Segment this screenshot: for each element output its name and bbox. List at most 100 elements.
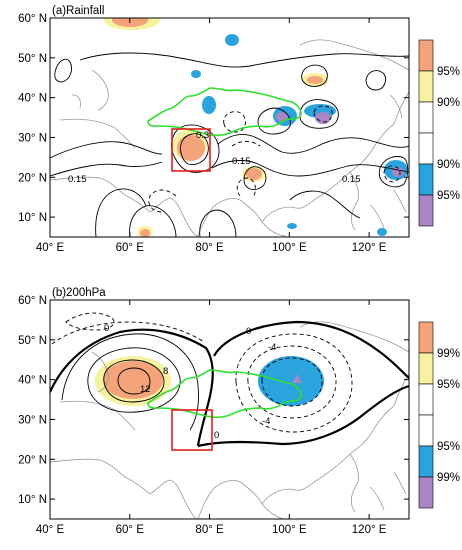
colorbar-a-bin [418,101,434,134]
colorbar-a-bin [418,70,434,103]
contour-line [50,161,163,177]
contour-label: 0 [104,323,109,334]
coastline [59,400,136,431]
panel-b-colorbar: 99% 95% 95% 99% [418,321,460,509]
panel-a-contours [50,52,409,237]
contour-line [180,133,209,165]
contour-line [217,133,409,154]
shade-sig-negative [202,96,216,114]
coastline [299,321,409,353]
contour-label: 0.15 [232,156,251,167]
dashed-contour-line [148,189,177,213]
y-tick-label: 60° N [18,13,47,25]
shade-sig-negative [191,70,201,78]
dashed-contour-line [235,333,353,433]
coastline [393,91,409,125]
colorbar-a-label: 95% [437,66,460,78]
contour-line [54,58,73,83]
coastline [71,94,81,109]
colorbar-a-bin [418,163,434,196]
panel-b-contours [61,333,199,431]
coastline [197,198,287,237]
panel-b-coastlines [50,321,409,519]
panel-a-title: (a)Rainfall [52,5,104,17]
panel-a-axes: 40° E 60° E 80° E 100° E 120° E 60° N 50° N 40°… [18,13,409,254]
contour-line [199,209,237,237]
coastline [59,118,136,149]
colorbar-b-bin [418,445,434,478]
y-tick-label: 20° N [18,172,47,184]
zero-contour-line [197,384,409,448]
colorbar-a-bin [418,194,434,227]
shade-sig-positive [246,168,262,180]
colorbar-b-bin [418,383,434,416]
coastline [91,69,109,111]
y-tick-label: 60° N [18,295,47,307]
panel-a-dashed-contours [148,105,401,213]
x-tick-label: 40° E [36,242,65,254]
panel-a-map-area [50,18,409,237]
dashed-contour-line [313,105,333,123]
shade-sig-positive [140,229,150,237]
contour-label: 0 [246,326,251,337]
shade-sig-strong-negative [315,112,331,124]
panel-b-title: (b)200hPa [52,287,106,299]
dashed-contour-line [247,345,337,419]
y-tick-label: 10° N [18,494,47,506]
colorbar-b-bin [418,352,434,385]
coastline [393,189,407,213]
dashed-contour-line [65,312,115,331]
contour-line [257,107,291,135]
panel-a-colorbar: 95% 90% 90% 95% [418,39,460,227]
contour-line [289,190,361,219]
coastline [197,480,287,519]
panel-a-frame [49,17,410,238]
contour-line [79,52,409,68]
x-tick-label: 80° E [195,524,224,536]
colorbar-a-label: 95% [437,190,460,202]
coastline [393,471,407,495]
shade-sig-negative [287,223,297,229]
panel-b-200hpa: 0 0 -4 12 8 0 -4 (b)200hPa 40° E 60° E 80°… [18,287,460,536]
panel-b-zero-contour [50,320,409,448]
contour-line [129,205,177,237]
tibetan-plateau-outline [147,369,302,419]
colorbar-a-bin [418,132,434,165]
shade-sig-strong-negative [292,374,302,383]
x-tick-label: 120° E [352,242,387,254]
contour-label: 12 [140,384,151,395]
dashed-contour-line [231,141,261,147]
shade-sig-positive [103,361,163,399]
colorbar-b-bin [418,321,434,354]
y-tick-label: 30° N [18,132,47,144]
y-tick-label: 20° N [18,454,47,466]
colorbar-b-label: 95% [437,441,460,453]
region-box-a [171,128,211,172]
dashed-contour-line [223,111,246,133]
contour-label: 0.15 [342,174,361,185]
colorbar-b-label: 95% [437,379,460,391]
coastline [299,39,409,71]
y-tick-label: 30° N [18,414,47,426]
panel-a-coastlines [50,39,409,237]
dashed-contour-line [383,165,401,183]
contour-label: 0.15 [68,174,87,185]
contour-line [301,64,328,87]
region-box-b [171,409,213,451]
colorbar-b-bin [418,476,434,509]
contour-label: -4 [262,416,270,427]
colorbar-b-label: 99% [437,472,460,484]
x-tick-label: 60° E [116,524,145,536]
shade-sig-negative [225,34,239,46]
y-tick-label: 50° N [18,335,47,347]
x-tick-label: 120° E [352,524,387,536]
y-tick-label: 40° N [18,375,47,387]
shade-sig-positive [177,135,205,161]
y-tick-label: 10° N [18,212,47,224]
contour-line [243,166,267,191]
contour-line [61,333,199,431]
coastline [369,204,385,229]
dashed-contour-line [51,321,205,345]
shade-sig-positive [307,76,323,84]
coastline [261,123,395,223]
